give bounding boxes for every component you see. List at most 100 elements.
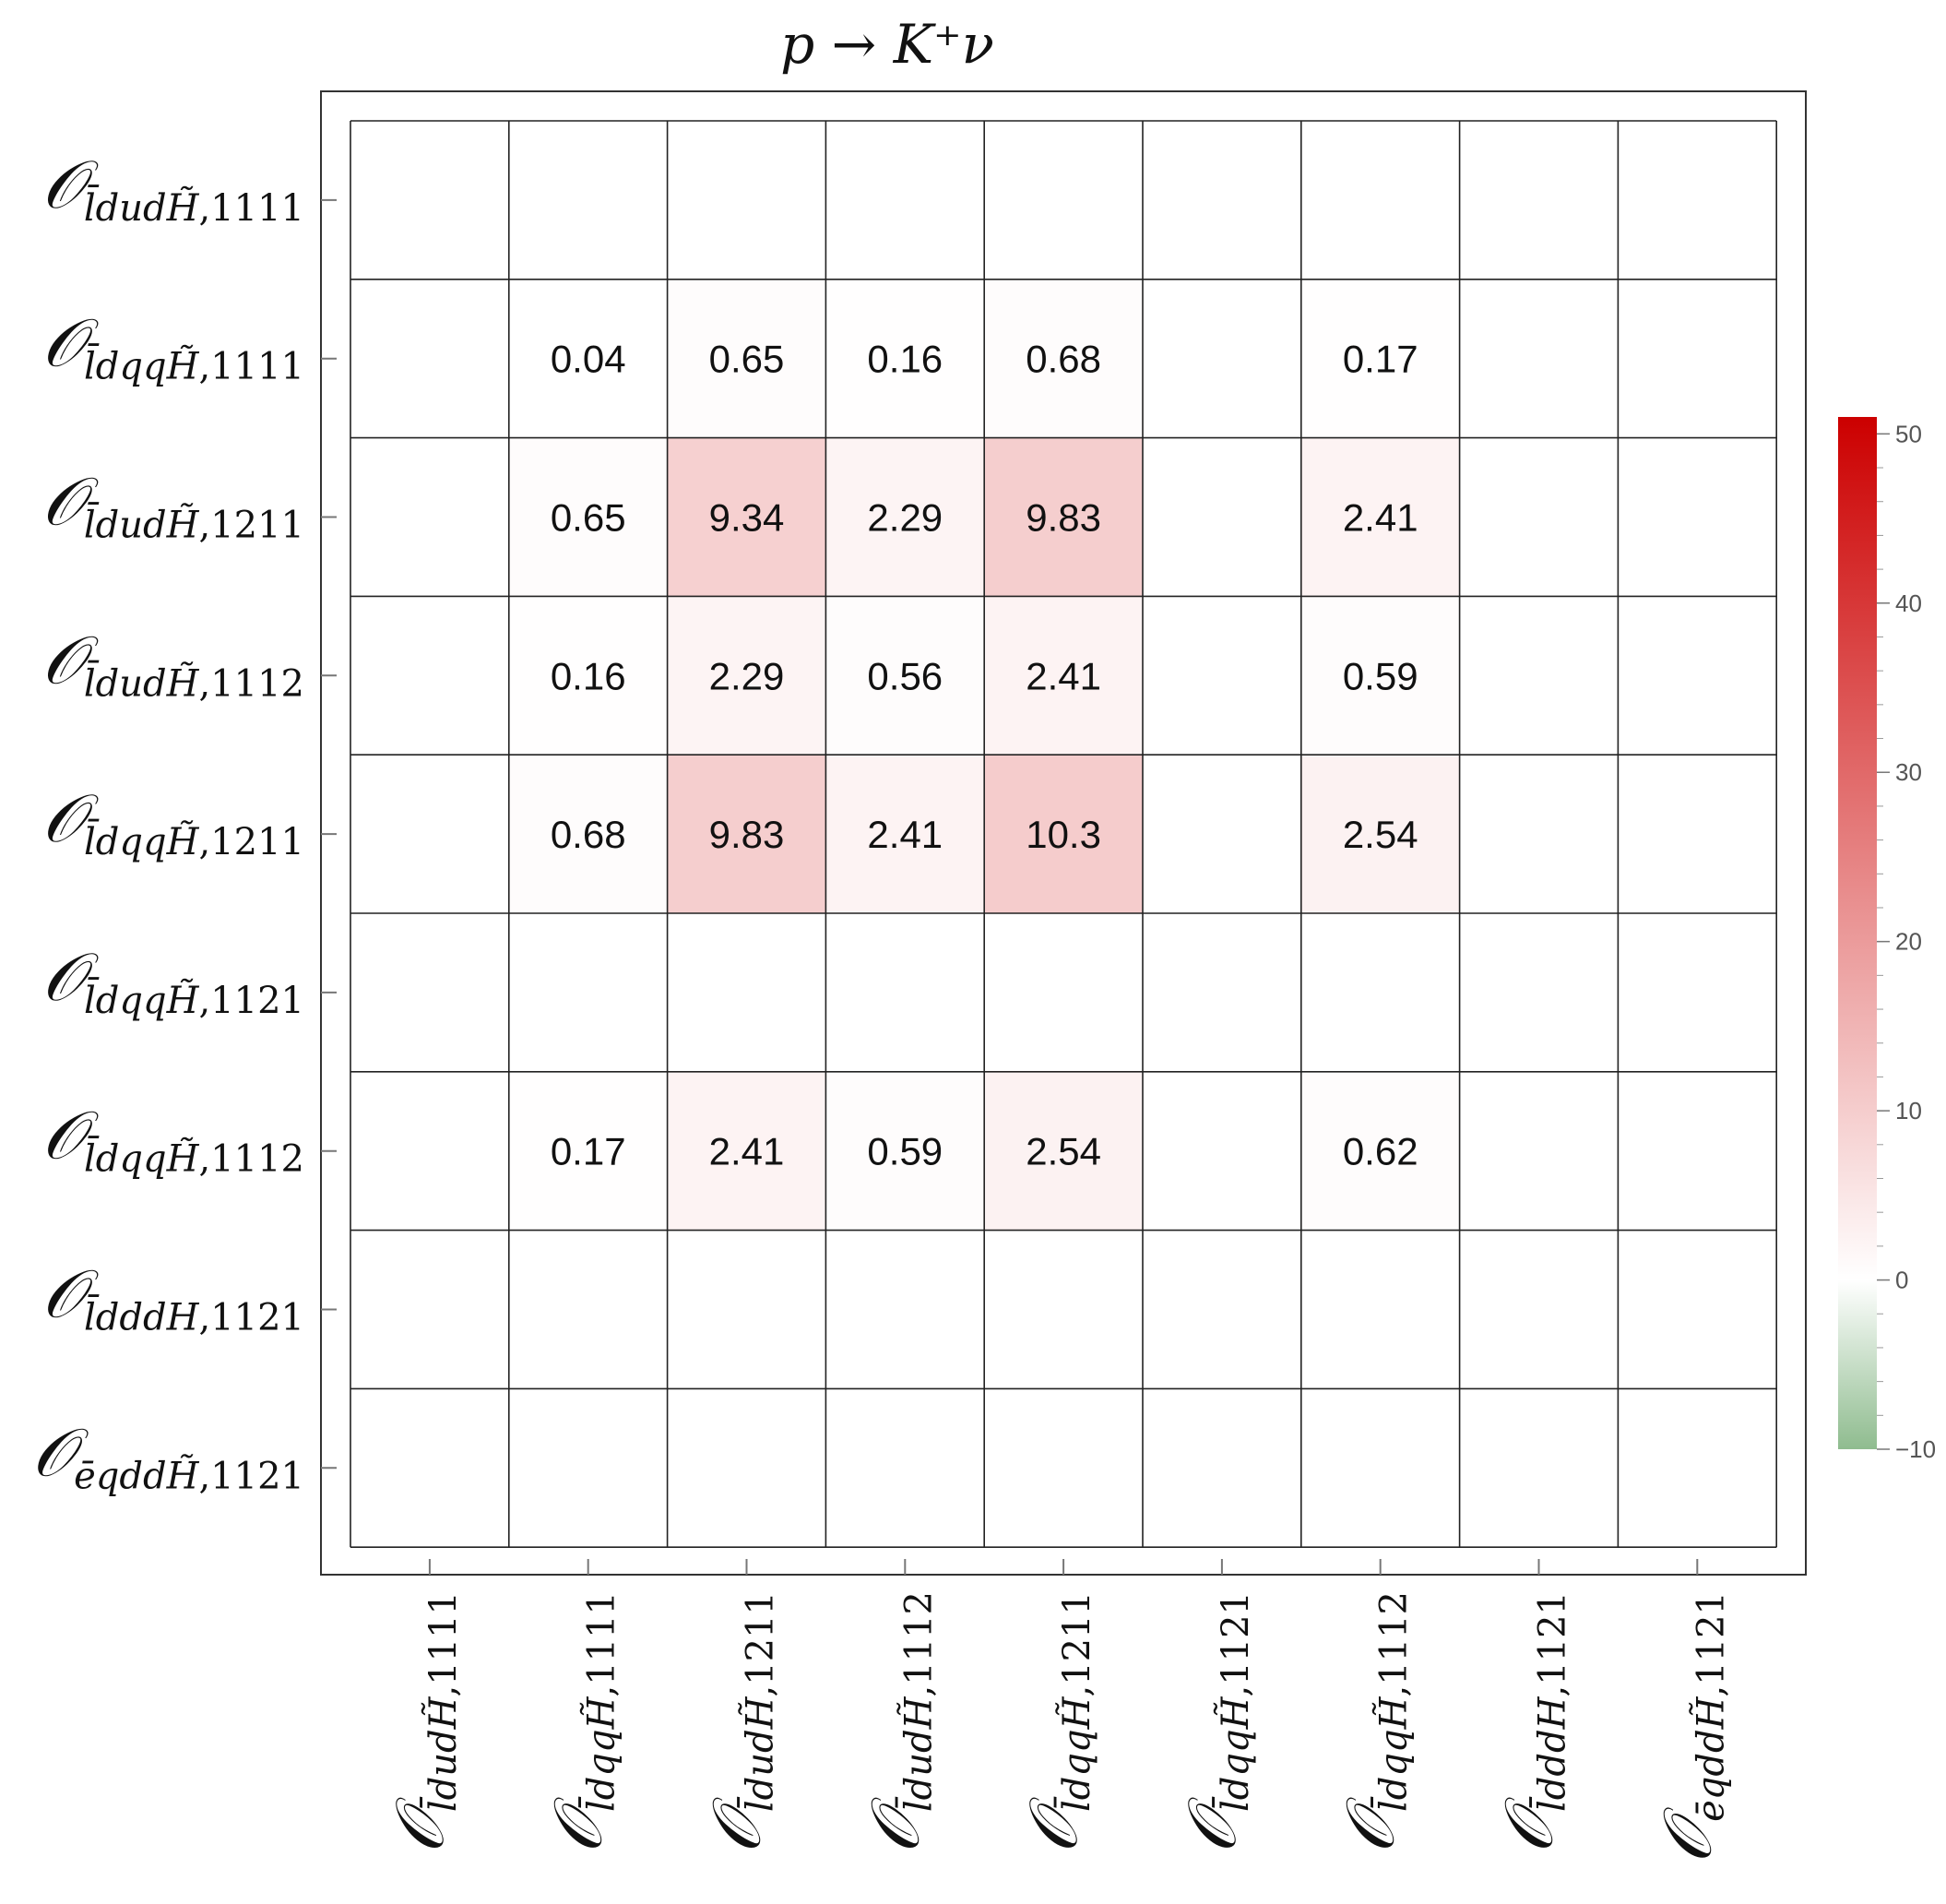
col-label: 𝒪l̄dqqH̃,1211 bbox=[1015, 1591, 1098, 1853]
heatmap-cell bbox=[1300, 755, 1460, 913]
heatmap-cell bbox=[1459, 913, 1619, 1072]
heatmap-cell bbox=[984, 1388, 1143, 1548]
colorbar-tick-label: 40 bbox=[1895, 589, 1922, 617]
heatmap-cell bbox=[667, 1230, 826, 1389]
heatmap-cell bbox=[667, 1071, 826, 1231]
heatmap-cell bbox=[1143, 596, 1301, 756]
heatmap-cell bbox=[1618, 1071, 1777, 1231]
colorbar-tick-label: 50 bbox=[1895, 420, 1922, 447]
heatmap-cell bbox=[984, 755, 1143, 913]
heatmap-cell bbox=[1618, 279, 1777, 438]
heatmap-cell bbox=[825, 1230, 985, 1389]
heatmap-cell bbox=[1459, 437, 1619, 597]
heatmap-cell bbox=[1143, 913, 1301, 1072]
col-labels: 𝒪l̄dudH̃,1111 𝒪l̄dqqH̃,1111 𝒪l̄dudH̃,1211 𝒪… bbox=[381, 1591, 1732, 1863]
col-label: 𝒪l̄dqqH̃,1121 bbox=[1173, 1591, 1257, 1853]
heatmap-cell bbox=[1300, 596, 1460, 756]
row-label: 𝒪l̄dudH̃,1112 bbox=[42, 621, 304, 705]
heatmap-cell bbox=[508, 121, 668, 280]
heatmap-cell bbox=[1300, 1388, 1460, 1548]
row-label: 𝒪l̄dqqH̃,1111 bbox=[42, 304, 304, 388]
heatmap-cell bbox=[1143, 279, 1301, 438]
cell-value-label: 2.29 bbox=[709, 654, 785, 697]
heatmap-cell bbox=[825, 279, 985, 438]
col-label: 𝒪l̄dudH̃,1112 bbox=[856, 1591, 940, 1854]
heatmap-cell bbox=[1300, 1230, 1460, 1389]
cell-value-label: 0.62 bbox=[1343, 1130, 1418, 1173]
heatmap-cell bbox=[667, 279, 826, 438]
heatmap-cell bbox=[350, 121, 509, 280]
heatmap-cell bbox=[1143, 1230, 1301, 1389]
heatmap-cell bbox=[1618, 437, 1777, 597]
colorbar-tick-label: −10 bbox=[1895, 1435, 1936, 1463]
cell-value-label: 0.65 bbox=[551, 496, 626, 540]
heatmap-cell bbox=[667, 437, 826, 597]
cell-value-label: 0.17 bbox=[1343, 338, 1418, 381]
heatmap-cell bbox=[1300, 1071, 1460, 1231]
heatmap-cell bbox=[1300, 121, 1460, 280]
colorbar bbox=[1838, 417, 1877, 1449]
heatmap-cell bbox=[1459, 755, 1619, 913]
heatmap-cell bbox=[984, 121, 1143, 280]
heatmap-cell bbox=[1459, 121, 1619, 280]
col-label: 𝒪l̄dqqH̃,1112 bbox=[1332, 1591, 1416, 1853]
chart-title: p → K⁺ν bbox=[780, 13, 994, 76]
cell-value-label: 0.17 bbox=[551, 1130, 626, 1173]
heatmap-cell bbox=[984, 1230, 1143, 1389]
heatmap-cell bbox=[508, 596, 668, 756]
heatmap-cell bbox=[825, 121, 985, 280]
col-label: 𝒪l̄dudH̃,1111 bbox=[381, 1591, 465, 1854]
heatmap-cell bbox=[1143, 1071, 1301, 1231]
heatmap-cell bbox=[1143, 755, 1301, 913]
row-label: 𝒪l̄dudH̃,1211 bbox=[42, 463, 304, 547]
heatmap-cell bbox=[1618, 1230, 1777, 1389]
col-ticks bbox=[428, 1559, 1699, 1575]
heatmap-cell bbox=[825, 437, 985, 597]
cell-value-label: 0.16 bbox=[551, 654, 626, 697]
heatmap-cell bbox=[1143, 121, 1301, 280]
row-label: 𝒪l̄dudH̃,1111 bbox=[42, 146, 304, 230]
heatmap-cell bbox=[1300, 279, 1460, 438]
row-label: 𝒪l̄dqqH̃,1112 bbox=[42, 1097, 304, 1181]
heatmap-cell bbox=[1459, 279, 1619, 438]
heatmap-cell bbox=[1618, 1388, 1777, 1548]
heatmap-cell bbox=[667, 1388, 826, 1548]
heatmap-cell bbox=[667, 596, 826, 756]
heatmap-cell bbox=[825, 1388, 985, 1548]
cell-value-label: 0.04 bbox=[551, 338, 626, 381]
row-label: 𝒪ēqddH̃,1121 bbox=[32, 1413, 304, 1497]
cell-value-label: 0.16 bbox=[867, 338, 943, 381]
row-label: 𝒪l̄dqqH̃,1211 bbox=[42, 779, 304, 863]
heatmap-cell bbox=[508, 279, 668, 438]
heatmap-cells bbox=[350, 121, 1777, 1548]
heatmap-cell bbox=[1618, 913, 1777, 1072]
cell-value-label: 0.68 bbox=[1026, 338, 1101, 381]
heatmap-cell bbox=[350, 1230, 509, 1389]
cell-value-label: 2.41 bbox=[1026, 654, 1101, 697]
heatmap-cell bbox=[984, 913, 1143, 1072]
cell-value-labels: 0.04 0.65 0.16 0.68 0.17 0.65 9.34 2.29 9.83 2.41… bbox=[551, 338, 1418, 1173]
heatmap-cell bbox=[508, 1230, 668, 1389]
heatmap-cell bbox=[667, 121, 826, 280]
row-label: 𝒪l̄dqqH̃,1121 bbox=[42, 938, 304, 1022]
heatmap-cell bbox=[825, 596, 985, 756]
cell-value-label: 0.59 bbox=[1343, 654, 1418, 697]
cell-value-label: 2.54 bbox=[1026, 1130, 1101, 1173]
heatmap-cell bbox=[1459, 1230, 1619, 1389]
heatmap-cell bbox=[508, 1071, 668, 1231]
heatmap-cell bbox=[508, 437, 668, 597]
heatmap-cell bbox=[1459, 596, 1619, 756]
heatmap-cell bbox=[508, 755, 668, 913]
colorbar-tick-label: 20 bbox=[1895, 928, 1922, 956]
cell-value-label: 0.56 bbox=[867, 654, 943, 697]
heatmap-cell bbox=[1143, 437, 1301, 597]
heatmap-cell bbox=[350, 913, 509, 1072]
heatmap-cell bbox=[667, 913, 826, 1072]
col-label: 𝒪l̄dudH̃,1211 bbox=[698, 1591, 782, 1854]
cell-value-label: 9.83 bbox=[709, 813, 785, 856]
heatmap-cell bbox=[350, 755, 509, 913]
heatmap-cell bbox=[984, 596, 1143, 756]
cell-value-label: 0.68 bbox=[551, 813, 626, 856]
cell-value-label: 10.3 bbox=[1026, 813, 1101, 856]
